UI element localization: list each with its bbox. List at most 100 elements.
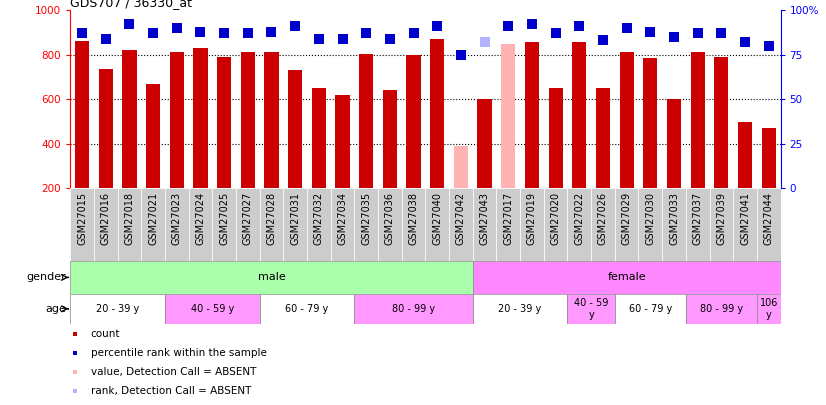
- Point: [478, 39, 491, 45]
- Point: [407, 30, 420, 36]
- Bar: [165, 294, 259, 324]
- Text: GSM27043: GSM27043: [480, 192, 490, 245]
- Bar: [638, 188, 662, 261]
- Bar: [667, 99, 681, 233]
- Bar: [264, 52, 278, 233]
- Point: [643, 28, 657, 35]
- Point: [549, 30, 563, 36]
- Text: 20 - 39 y: 20 - 39 y: [96, 304, 140, 314]
- Bar: [762, 128, 776, 233]
- Text: GSM27033: GSM27033: [669, 192, 679, 245]
- Bar: [188, 188, 212, 261]
- Text: 80 - 99 y: 80 - 99 y: [700, 304, 743, 314]
- Point: [738, 39, 752, 45]
- Bar: [496, 188, 520, 261]
- Bar: [548, 88, 563, 233]
- Bar: [477, 99, 491, 233]
- Text: GSM27015: GSM27015: [77, 192, 87, 245]
- Text: GSM27021: GSM27021: [148, 192, 158, 245]
- Text: GSM27027: GSM27027: [243, 192, 253, 245]
- Point: [217, 30, 230, 36]
- Point: [265, 28, 278, 35]
- Bar: [283, 188, 307, 261]
- Bar: [240, 52, 255, 233]
- Point: [383, 35, 396, 42]
- Bar: [354, 294, 472, 324]
- Bar: [94, 188, 117, 261]
- Point: [170, 25, 183, 31]
- Bar: [453, 146, 468, 233]
- Bar: [686, 294, 757, 324]
- Bar: [259, 188, 283, 261]
- Point: [99, 35, 112, 42]
- Bar: [354, 188, 378, 261]
- Text: GSM27029: GSM27029: [622, 192, 632, 245]
- Text: 106
y: 106 y: [760, 298, 778, 320]
- Point: [620, 25, 634, 31]
- Text: gender: gender: [26, 273, 66, 282]
- Text: GSM27025: GSM27025: [219, 192, 229, 245]
- Bar: [288, 70, 302, 233]
- Text: value, Detection Call = ABSENT: value, Detection Call = ABSENT: [91, 367, 256, 377]
- Text: GSM27032: GSM27032: [314, 192, 324, 245]
- Bar: [146, 84, 160, 233]
- Bar: [425, 188, 449, 261]
- Bar: [70, 188, 94, 261]
- Text: GSM27026: GSM27026: [598, 192, 608, 245]
- Text: rank, Detection Call = ABSENT: rank, Detection Call = ABSENT: [91, 386, 251, 396]
- Bar: [406, 55, 420, 233]
- Text: 80 - 99 y: 80 - 99 y: [392, 304, 435, 314]
- Bar: [525, 43, 539, 233]
- Text: GSM27035: GSM27035: [361, 192, 371, 245]
- Text: percentile rank within the sample: percentile rank within the sample: [91, 348, 267, 358]
- Bar: [401, 188, 425, 261]
- Point: [430, 23, 444, 30]
- Text: GSM27019: GSM27019: [527, 192, 537, 245]
- Bar: [567, 294, 615, 324]
- Point: [596, 37, 610, 44]
- Text: GSM27024: GSM27024: [196, 192, 206, 245]
- Point: [501, 23, 515, 30]
- Text: GSM27030: GSM27030: [645, 192, 655, 245]
- Text: GDS707 / 36330_at: GDS707 / 36330_at: [70, 0, 192, 9]
- Bar: [710, 188, 733, 261]
- Text: 60 - 79 y: 60 - 79 y: [285, 304, 329, 314]
- Point: [572, 23, 586, 30]
- Point: [288, 23, 301, 30]
- Text: 40 - 59 y: 40 - 59 y: [191, 304, 234, 314]
- Point: [714, 30, 728, 36]
- Text: male: male: [258, 273, 285, 282]
- Text: GSM27044: GSM27044: [764, 192, 774, 245]
- Text: age: age: [45, 304, 66, 314]
- Text: female: female: [607, 273, 646, 282]
- Bar: [572, 43, 586, 233]
- Bar: [378, 188, 401, 261]
- Bar: [615, 188, 638, 261]
- Text: GSM27022: GSM27022: [574, 192, 584, 245]
- Bar: [311, 88, 326, 233]
- Point: [75, 30, 88, 36]
- Text: GSM27039: GSM27039: [716, 192, 726, 245]
- Text: GSM27034: GSM27034: [338, 192, 348, 245]
- Text: count: count: [91, 328, 121, 339]
- Point: [312, 35, 325, 42]
- Bar: [691, 52, 705, 233]
- Text: GSM27037: GSM27037: [693, 192, 703, 245]
- Text: GSM27036: GSM27036: [385, 192, 395, 245]
- Bar: [596, 88, 610, 233]
- Text: 60 - 79 y: 60 - 79 y: [629, 304, 672, 314]
- Text: GSM27042: GSM27042: [456, 192, 466, 245]
- Point: [762, 43, 776, 49]
- Bar: [335, 95, 349, 233]
- Bar: [643, 58, 657, 233]
- Bar: [430, 39, 444, 233]
- Bar: [591, 188, 615, 261]
- Text: GSM27038: GSM27038: [409, 192, 419, 245]
- Bar: [217, 57, 231, 233]
- Bar: [757, 188, 781, 261]
- Bar: [662, 188, 686, 261]
- Bar: [75, 41, 89, 233]
- Bar: [70, 294, 165, 324]
- Text: 20 - 39 y: 20 - 39 y: [498, 304, 542, 314]
- Bar: [501, 44, 515, 233]
